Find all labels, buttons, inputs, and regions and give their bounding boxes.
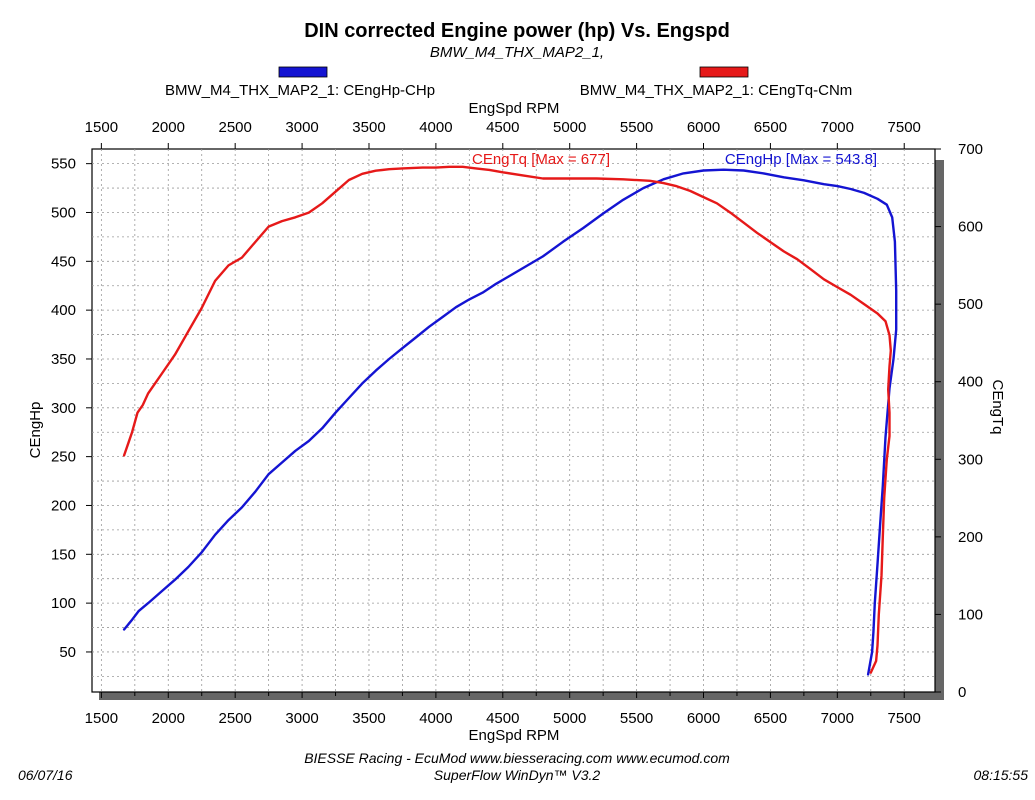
x-tick-label: 7000: [821, 710, 854, 727]
y-tick-label: 200: [51, 497, 76, 514]
x-tick-label: 5500: [620, 710, 653, 727]
x-tick-label: 4500: [486, 119, 519, 136]
x-tick-label: 1500: [85, 710, 118, 727]
x-axis-title-bottom: EngSpd RPM: [469, 727, 560, 744]
x-tick-label: 6500: [754, 119, 787, 136]
y-ticks-right: 0 100 200 300 400 500 600 700: [935, 141, 983, 701]
y-tick-label: 550: [51, 156, 76, 173]
y2-tick-label: 600: [958, 219, 983, 236]
x-tick-label: 4000: [419, 119, 452, 136]
x-tick-label: 5000: [553, 119, 586, 136]
y-tick-label: 100: [51, 595, 76, 612]
y2-tick-label: 400: [958, 374, 983, 391]
x-axis-title-top: EngSpd RPM: [469, 100, 560, 117]
x-tick-label: 5500: [620, 119, 653, 136]
series-layer: [122, 165, 898, 676]
y-axis-title-left: CEngHp: [27, 402, 44, 459]
y-tick-label: 300: [51, 400, 76, 417]
y2-tick-label: 200: [958, 529, 983, 546]
annotation-hp-max: CEngHp [Max = 543.8]: [725, 151, 877, 168]
series-line-tq: [122, 165, 892, 674]
legend-label-hp: BMW_M4_THX_MAP2_1: CEngHp-CHp: [165, 82, 435, 99]
y-tick-label: 500: [51, 204, 76, 221]
chart-title: DIN corrected Engine power (hp) Vs. Engs…: [304, 20, 730, 42]
y-tick-label: 400: [51, 302, 76, 319]
y-tick-label: 50: [59, 644, 76, 661]
x-tick-label: 2000: [152, 119, 185, 136]
x-tick-label: 2500: [218, 119, 251, 136]
y-ticks-left: 50 100 150 200 250 300 350 400 450 500 550: [51, 156, 92, 661]
x-tick-label: 2000: [152, 710, 185, 727]
grid: [92, 149, 935, 692]
x-tick-label: 3500: [352, 710, 385, 727]
y2-tick-label: 700: [958, 141, 983, 158]
y-tick-label: 450: [51, 253, 76, 270]
y2-tick-label: 500: [958, 296, 983, 313]
footer-credits: BIESSE Racing - EcuMod www.biesseracing.…: [304, 750, 730, 766]
footer-time: 08:15:55: [974, 767, 1029, 783]
x-tick-label: 7500: [888, 119, 921, 136]
legend-swatch-tq: [699, 66, 749, 78]
footer-software: SuperFlow WinDyn™ V3.2: [434, 767, 601, 783]
x-tick-label: 3500: [352, 119, 385, 136]
x-tick-label: 6500: [754, 710, 787, 727]
chart-subtitle: BMW_M4_THX_MAP2_1,: [430, 44, 604, 61]
footer-date: 06/07/16: [18, 767, 73, 783]
legend: BMW_M4_THX_MAP2_1: CEngHp-CHp BMW_M4_THX…: [165, 66, 853, 99]
y2-tick-label: 300: [958, 451, 983, 468]
x-tick-label: 5000: [553, 710, 586, 727]
y-tick-label: 250: [51, 449, 76, 466]
x-tick-label: 3000: [285, 710, 318, 727]
legend-swatch-hp: [278, 66, 328, 78]
x-ticks-bottom: 1500 2000 2500 3000 3500 4000 4500 5000 5500 6000…: [85, 692, 921, 727]
x-tick-label: 1500: [85, 119, 118, 136]
x-tick-label: 3000: [285, 119, 318, 136]
x-tick-label: 7500: [888, 710, 921, 727]
x-tick-label: 4000: [419, 710, 452, 727]
x-tick-label: 6000: [687, 710, 720, 727]
series-line-hp: [122, 168, 898, 676]
x-tick-label: 2500: [218, 710, 251, 727]
legend-label-tq: BMW_M4_THX_MAP2_1: CEngTq-CNm: [580, 82, 853, 99]
y2-tick-label: 100: [958, 606, 983, 623]
plot-area: [91, 148, 936, 693]
x-tick-label: 7000: [821, 119, 854, 136]
y-tick-label: 150: [51, 546, 76, 563]
x-tick-label: 6000: [687, 119, 720, 136]
y-axis-title-right: CEngTq: [989, 379, 1006, 434]
x-tick-label: 4500: [486, 710, 519, 727]
y-tick-label: 350: [51, 351, 76, 368]
x-ticks-top: 1500 2000 2500 3000 3500 4000 4500 5000 5500 6000…: [85, 119, 921, 149]
annotation-tq-max: CEngTq [Max = 677]: [472, 151, 610, 168]
y2-tick-label: 0: [958, 684, 966, 701]
